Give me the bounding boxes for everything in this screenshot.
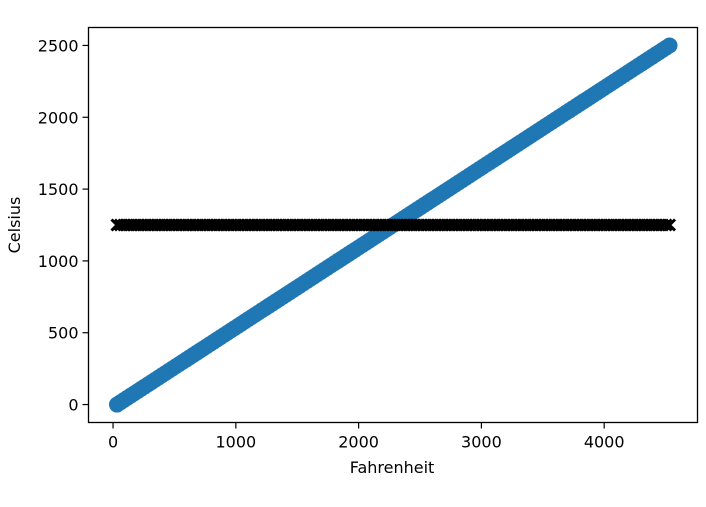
x-tick-label: 0	[108, 433, 118, 452]
y-tick-label: 500	[48, 324, 79, 343]
y-axis-label: Celsius	[5, 197, 24, 254]
y-tick-label: 1000	[38, 252, 79, 271]
y-tick-label: 1500	[38, 180, 79, 199]
plot-frame	[87, 26, 699, 424]
y-axis-ticks: 0 500 1000 1500 2000 2500	[38, 36, 89, 415]
y-tick-label: 2500	[38, 36, 79, 55]
x-tick-label: 1000	[215, 433, 256, 452]
plot-marks	[108, 37, 678, 413]
x-axis-ticks: 0 1000 2000 3000 4000	[108, 422, 625, 452]
x-axis-label: Fahrenheit	[350, 458, 435, 477]
x-tick-label: 4000	[584, 433, 625, 452]
x-tick-label: 3000	[461, 433, 502, 452]
data-point-midline	[662, 218, 677, 232]
y-tick-label: 0	[68, 396, 78, 415]
y-tick-label: 2000	[38, 108, 79, 127]
x-tick-label: 2000	[338, 433, 379, 452]
data-point-celsius	[661, 37, 678, 54]
data-point-midline	[659, 218, 673, 232]
